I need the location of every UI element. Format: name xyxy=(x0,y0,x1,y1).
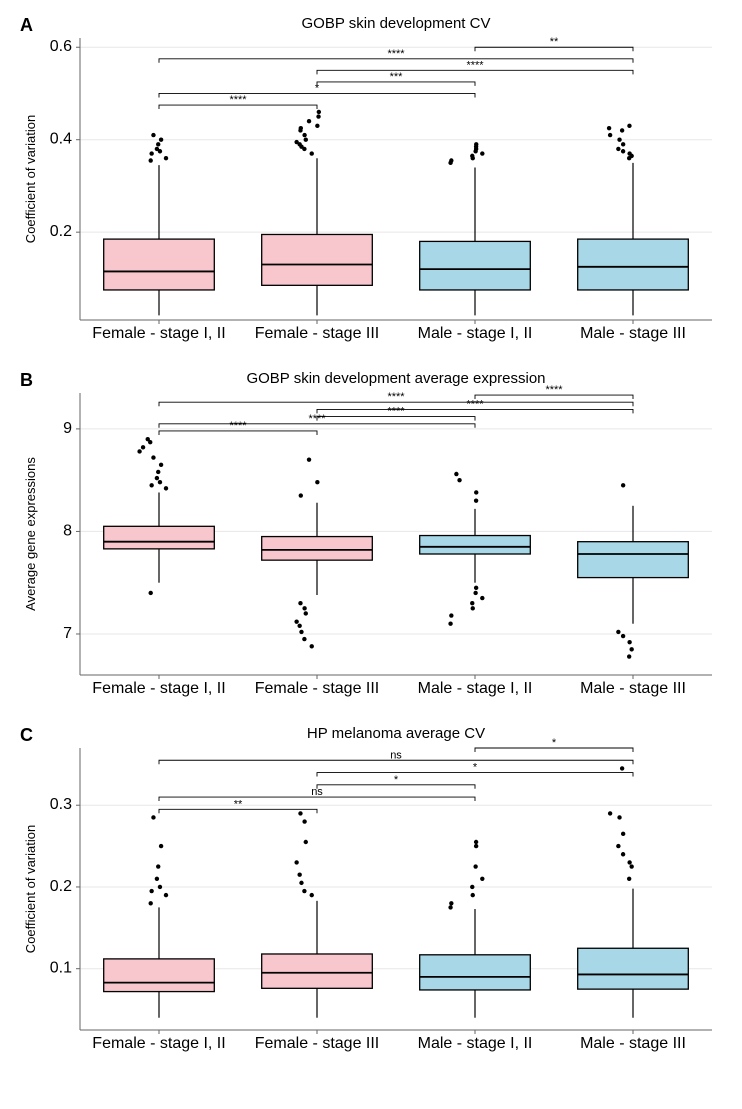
sig-label: ** xyxy=(234,798,243,810)
xtick-label: Female - stage I, II xyxy=(92,680,225,697)
sig-label: * xyxy=(552,737,557,749)
xtick-label: Male - stage III xyxy=(580,680,686,697)
sig-label: **** xyxy=(229,94,247,106)
box-0 xyxy=(104,239,215,290)
box-0 xyxy=(104,959,215,992)
plot-title: HP melanoma average CV xyxy=(307,725,485,742)
panel-A: A 0.2 0.4 0.6 Female - stage I, II Female - s… xyxy=(10,10,732,365)
box-1 xyxy=(262,234,373,285)
boxplot-A: 0.2 0.4 0.6 Female - stage I, II Female - st… xyxy=(10,10,732,365)
xtick-label: Male - stage I, II xyxy=(418,680,533,697)
sig-label: **** xyxy=(229,420,247,432)
ytick-label: 8 xyxy=(63,522,72,539)
sig-label: ** xyxy=(550,36,559,48)
box-3 xyxy=(578,542,689,578)
ytick-label: 9 xyxy=(63,420,72,437)
ytick-label: 0.3 xyxy=(50,796,72,813)
sig-label: * xyxy=(473,762,478,774)
box-2 xyxy=(420,955,531,990)
ytick-label: 0.1 xyxy=(50,960,72,977)
panel-B: B 7 8 9 Female - stage I, II Female - stage I… xyxy=(10,365,732,720)
xtick-label: Male - stage III xyxy=(580,1035,686,1052)
ytick-label: 0.2 xyxy=(50,223,72,240)
box-3 xyxy=(578,239,689,290)
sig-label: ns xyxy=(390,749,402,761)
plot-title: GOBP skin development average expression xyxy=(246,370,545,387)
xtick-label: Female - stage I, II xyxy=(92,325,225,342)
sig-label: * xyxy=(394,774,399,786)
boxplot-B: 7 8 9 Female - stage I, II Female - stage II… xyxy=(10,365,732,720)
xtick-label: Female - stage I, II xyxy=(92,1035,225,1052)
xtick-label: Male - stage I, II xyxy=(418,325,533,342)
boxplot-C: 0.1 0.2 0.3 Female - stage I, II Female - st… xyxy=(10,720,732,1075)
plot-title: GOBP skin development CV xyxy=(302,15,491,32)
sig-label: **** xyxy=(545,384,563,396)
xtick-label: Female - stage III xyxy=(255,1035,380,1052)
multi-panel-figure: A 0.2 0.4 0.6 Female - stage I, II Female - s… xyxy=(10,10,732,1075)
panel-label-A: A xyxy=(20,15,33,36)
box-2 xyxy=(420,536,531,554)
xtick-label: Male - stage I, II xyxy=(418,1035,533,1052)
sig-label: **** xyxy=(387,48,405,60)
panel-label-C: C xyxy=(20,725,33,746)
ytick-label: 0.4 xyxy=(50,131,72,148)
sig-label: *** xyxy=(390,71,404,83)
sig-label: **** xyxy=(466,398,484,410)
y-axis-label: Coefficient of variation xyxy=(23,115,38,243)
sig-label: **** xyxy=(387,406,405,418)
box-1 xyxy=(262,537,373,561)
xtick-label: Male - stage III xyxy=(580,325,686,342)
xtick-label: Female - stage III xyxy=(255,325,380,342)
box-3 xyxy=(578,948,689,989)
xtick-label: Female - stage III xyxy=(255,680,380,697)
y-axis-label: Average gene expressions xyxy=(23,457,38,611)
sig-label: **** xyxy=(466,59,484,71)
ytick-label: 7 xyxy=(63,625,72,642)
ytick-label: 0.2 xyxy=(50,878,72,895)
panel-C: C 0.1 0.2 0.3 Female - stage I, II Female - s… xyxy=(10,720,732,1075)
box-1 xyxy=(262,954,373,988)
ytick-label: 0.6 xyxy=(50,38,72,55)
sig-label: **** xyxy=(387,391,405,403)
box-0 xyxy=(104,526,215,549)
panel-label-B: B xyxy=(20,370,33,391)
y-axis-label: Coefficient of variation xyxy=(23,825,38,953)
box-2 xyxy=(420,241,531,290)
